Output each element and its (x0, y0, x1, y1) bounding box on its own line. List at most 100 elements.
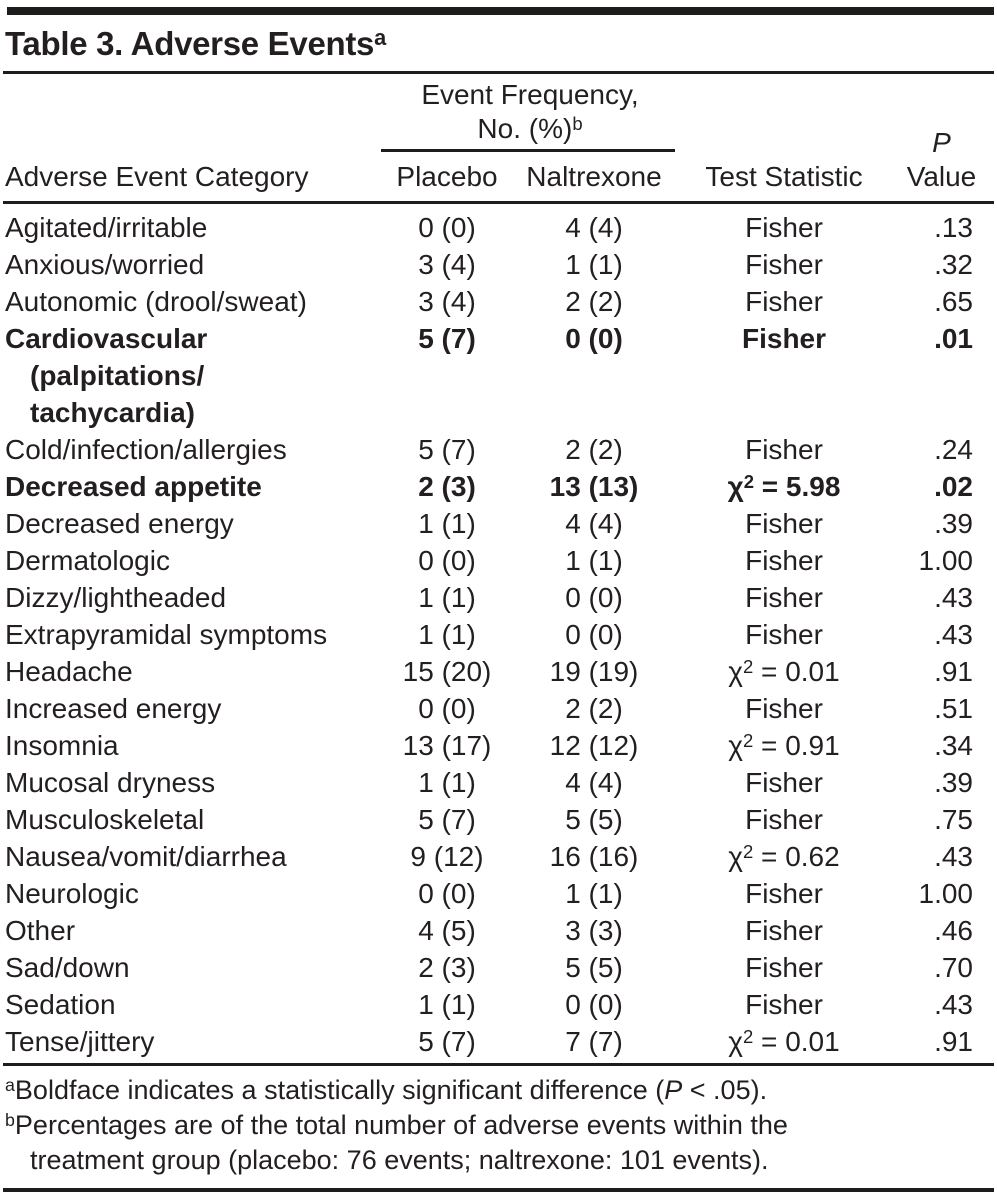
cell-pvalue: 1.00 (918, 878, 974, 909)
cell-naltrexone: 0 (0) (565, 582, 623, 613)
cell-category: Nausea/vomit/diarrhea (5, 841, 287, 872)
col-header-category: Adverse Event Category (5, 161, 309, 192)
top-rule (7, 7, 994, 15)
cell-category: Headache (5, 656, 133, 687)
table-row: Tense/jittery 5 (7) 7 (7) χ2 = 0.01 .91 (3, 1023, 994, 1065)
cell-test: χ2 = 0.01 (728, 1025, 840, 1057)
cell-placebo: 2 (3) (418, 471, 476, 502)
cell-test: Fisher (745, 286, 823, 317)
p-value-header-line1: P (932, 127, 951, 158)
cell-naltrexone: 1 (1) (565, 545, 623, 576)
cell-pvalue: 1.00 (918, 545, 974, 576)
table-row: Cold/infection/allergies 5 (7) 2 (2) Fisher… (3, 431, 994, 468)
cell-category: Insomnia (5, 730, 119, 761)
cell-category: Other (5, 915, 76, 946)
table-row: Musculoskeletal 5 (7) 5 (5) Fisher .75 (3, 801, 994, 838)
cell-naltrexone: 12 (12) (549, 730, 639, 761)
table-row: Dizzy/lightheaded 1 (1) 0 (0) Fisher .43 (3, 579, 994, 616)
cell-pvalue: .91 (934, 656, 973, 687)
cell-category: Agitated/irritable (5, 212, 208, 243)
cell-category: Anxious/worried (5, 249, 205, 280)
cell-category: Decreased appetite (5, 471, 262, 502)
adverse-events-table: Adverse Event Category Event Frequency, N… (3, 74, 994, 1066)
cell-placebo: 3 (4) (418, 286, 476, 317)
footnote-marker: b (5, 1109, 15, 1130)
cell-naltrexone: 2 (2) (565, 434, 623, 465)
cell-naltrexone: 13 (13) (549, 471, 639, 502)
table-row: Neurologic 0 (0) 1 (1) Fisher 1.00 (3, 875, 994, 912)
table-row: Insomnia 13 (17) 12 (12) χ2 = 0.91 .34 (3, 727, 994, 764)
col-header-placebo: Placebo (396, 161, 498, 192)
table-title-footnote-marker: a (374, 25, 386, 51)
table-row: Sedation 1 (1) 0 (0) Fisher .43 (3, 986, 994, 1023)
cell-test: Fisher (745, 212, 823, 243)
cell-placebo: 5 (7) (418, 804, 476, 835)
table-title-text: Table 3. Adverse Events (5, 25, 375, 62)
cell-naltrexone: 1 (1) (565, 249, 623, 280)
footnote: aBoldface indicates a statistically sign… (5, 1073, 994, 1108)
table-row: Increased energy 0 (0) 2 (2) Fisher .51 (3, 690, 994, 727)
table-row: Sad/down 2 (3) 5 (5) Fisher .70 (3, 949, 994, 986)
cell-pvalue: .43 (934, 619, 973, 650)
col-header-naltrexone: Naltrexone (526, 161, 662, 192)
cell-placebo: 3 (4) (418, 249, 476, 280)
cell-placebo: 1 (1) (418, 989, 476, 1020)
cell-test: Fisher (745, 989, 823, 1020)
table-row: Other 4 (5) 3 (3) Fisher .46 (3, 912, 994, 949)
cell-naltrexone: 4 (4) (565, 508, 623, 539)
cell-naltrexone: 0 (0) (565, 619, 623, 650)
cell-pvalue: .91 (934, 1026, 973, 1057)
col-header-test-statistic: Test Statistic (705, 161, 863, 192)
cell-test: Fisher (745, 619, 823, 650)
cell-category: Musculoskeletal (5, 804, 205, 835)
cell-placebo: 0 (0) (418, 212, 476, 243)
cell-placebo: 5 (7) (418, 1026, 476, 1057)
cell-naltrexone: 3 (3) (565, 915, 623, 946)
event-frequency-footnote-marker: b (572, 112, 583, 134)
event-frequency-line2: No. (%) (477, 113, 573, 144)
cell-test: Fisher (745, 878, 823, 909)
cell-pvalue: .24 (934, 434, 973, 465)
cell-test: Fisher (741, 323, 827, 354)
cell-test: Fisher (745, 545, 823, 576)
cell-test: Fisher (745, 767, 823, 798)
cell-test: Fisher (745, 249, 823, 280)
cell-naltrexone: 2 (2) (565, 286, 623, 317)
cell-test: Fisher (745, 693, 823, 724)
cell-category: Cardiovascular (palpitations/ tachycardi… (5, 323, 208, 428)
cell-category: Increased energy (5, 693, 222, 724)
cell-category: Decreased energy (5, 508, 234, 539)
cell-test: Fisher (745, 508, 823, 539)
event-frequency-line1: Event Frequency, (421, 79, 639, 110)
cell-test: χ2 = 5.98 (727, 470, 841, 502)
cell-category: Sedation (5, 989, 116, 1020)
table-row: Decreased energy 1 (1) 4 (4) Fisher .39 (3, 505, 994, 542)
table-row: Cardiovascular (palpitations/ tachycardi… (3, 320, 994, 431)
cell-pvalue: .39 (934, 508, 973, 539)
cell-pvalue: .02 (934, 471, 973, 502)
cell-category: Mucosal dryness (5, 767, 216, 798)
table-row: Extrapyramidal symptoms 1 (1) 0 (0) Fisher.… (3, 616, 994, 653)
table-row: Dermatologic 0 (0) 1 (1) Fisher 1.00 (3, 542, 994, 579)
cell-test: Fisher (745, 582, 823, 613)
table-row: Headache 15 (20) 19 (19) χ2 = 0.01 .91 (3, 653, 994, 690)
cell-naltrexone: 7 (7) (565, 1026, 623, 1057)
footnote: bPercentages are of the total number of … (5, 1108, 994, 1178)
cell-naltrexone: 16 (16) (549, 841, 639, 872)
cell-placebo: 0 (0) (418, 545, 476, 576)
footnote-text: Boldface indicates a statistically signi… (14, 1075, 665, 1105)
cell-naltrexone: 4 (4) (565, 212, 623, 243)
cell-test: χ2 = 0.62 (728, 840, 840, 872)
table-row: Nausea/vomit/diarrhea 9 (12) 16 (16) χ2 = 0… (3, 838, 994, 875)
cell-placebo: 1 (1) (418, 619, 476, 650)
cell-category: Extrapyramidal symptoms (5, 619, 328, 650)
cell-category: Neurologic (5, 878, 139, 909)
cell-placebo: 0 (0) (418, 693, 476, 724)
cell-pvalue: .70 (934, 952, 973, 983)
footnote-marker: a (5, 1074, 15, 1095)
footnote-text: < .05). (682, 1075, 768, 1105)
cell-placebo: 1 (1) (418, 582, 476, 613)
cell-placebo: 5 (7) (418, 434, 476, 465)
col-header-p-value: P Value (893, 74, 994, 203)
